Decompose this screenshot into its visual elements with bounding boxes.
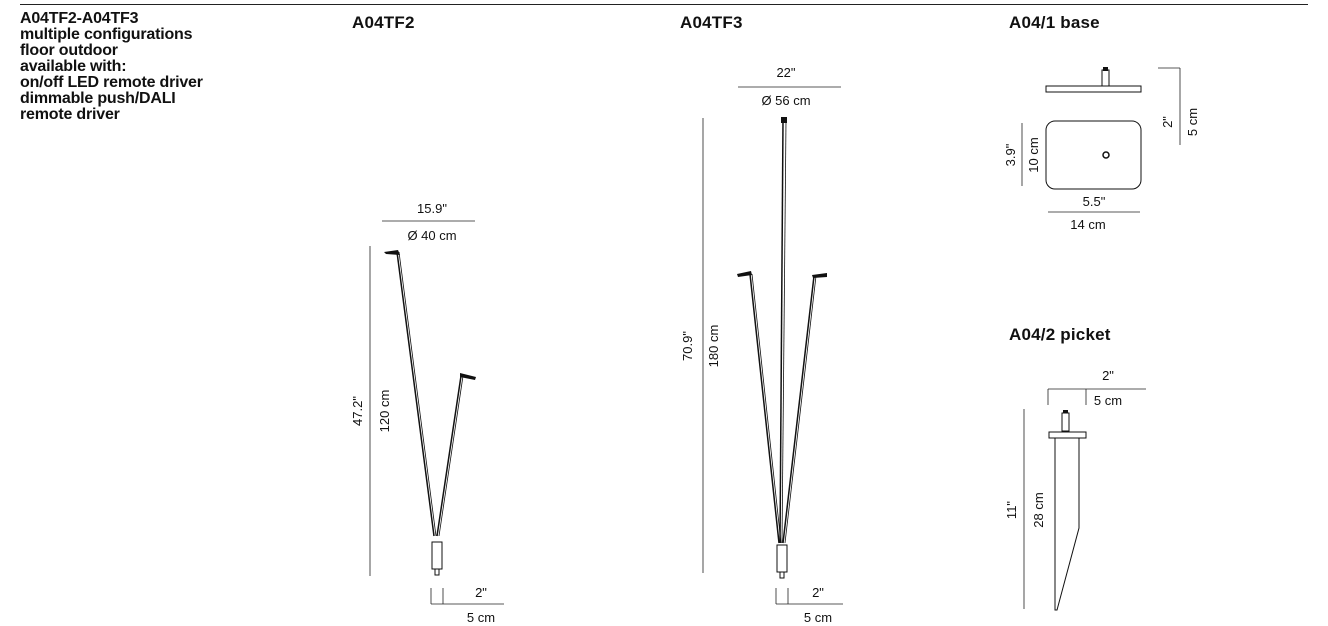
lamp-arm: [436, 375, 462, 537]
dimension-label: 5 cm: [1185, 108, 1200, 136]
dimension-label: 2": [1102, 368, 1114, 383]
a04tf2-title: A04TF2: [352, 13, 415, 32]
lamp-base-pin: [779, 571, 785, 579]
dimension-label: 5 cm: [467, 610, 495, 625]
dimension-label: 22": [776, 65, 795, 80]
dimension-label: 3.9": [1003, 143, 1018, 166]
description-line: remote driver: [20, 106, 120, 123]
base-side-stem: [1101, 69, 1110, 87]
description-line: available with:: [20, 58, 127, 75]
lamp-head: [384, 250, 400, 255]
dimension-label: 28 cm: [1031, 492, 1046, 527]
dimension-label: Ø 40 cm: [407, 228, 456, 243]
lamp-arm: [781, 120, 787, 544]
picket-drawing: 2" 5 cm 11" 28 cm: [1004, 368, 1146, 611]
dimension-label: 2": [812, 585, 824, 600]
lamp-base-pin: [434, 568, 440, 576]
lamp-head: [812, 273, 827, 278]
dimension-label: 5.5": [1083, 194, 1106, 209]
dimension-label: 5 cm: [1094, 393, 1122, 408]
lamp-head: [781, 117, 787, 123]
description-line: on/off LED remote driver: [20, 74, 203, 91]
dimension-label: 180 cm: [706, 325, 721, 368]
dimension-label: 120 cm: [377, 390, 392, 433]
lamp-base: [776, 544, 788, 573]
lamp-arm: [784, 275, 817, 544]
picket-flange: [1048, 431, 1087, 439]
base-side-stem-top: [1103, 67, 1108, 71]
a04tf2-drawing: 15.9" Ø 40 cm 47.2" 120 cm 2" 5 cm: [350, 201, 504, 625]
a04tf3-title: A04TF3: [680, 13, 743, 32]
product-description: A04TF2-A04TF3 multiple configurations fl…: [20, 11, 280, 123]
dimension-label: 47.2": [350, 396, 365, 426]
picket-stem-top: [1063, 410, 1068, 414]
base-side-plate: [1045, 85, 1142, 93]
picket-spike: [1054, 437, 1080, 611]
lamp-arm: [782, 275, 815, 544]
a04tf3-drawing: 22" Ø 56 cm 70.9" 180 cm 2" 5 cm: [680, 65, 843, 625]
description-line: floor outdoor: [20, 42, 118, 59]
dimension-label: 11": [1004, 501, 1019, 519]
dimension-label: 10 cm: [1026, 137, 1041, 172]
dimension-label: 5 cm: [804, 610, 832, 625]
dimension-label: 15.9": [417, 201, 447, 216]
dimension-label: 2": [1160, 116, 1175, 128]
header-rule: [20, 4, 1308, 5]
lamp-arm: [398, 251, 437, 537]
lamp-base: [431, 541, 443, 570]
dimension-label: Ø 56 cm: [761, 93, 810, 108]
picket-title: A04/2 picket: [1009, 325, 1111, 344]
lamp-arm: [438, 375, 464, 537]
base-top-plate: [1045, 120, 1142, 190]
product-code: A04TF2-A04TF3: [20, 10, 139, 27]
base-drawing: 2" 5 cm 3.9" 10 cm 5.5" 14 cm: [1003, 67, 1200, 232]
lamp-arm: [396, 251, 435, 537]
lamp-arm: [779, 120, 784, 544]
dimension-label: 2": [475, 585, 487, 600]
dimension-label: 14 cm: [1070, 217, 1105, 232]
picket-stem: [1061, 412, 1070, 432]
description-line: multiple configurations: [20, 26, 193, 43]
base-title: A04/1 base: [1009, 13, 1100, 32]
dimension-label: 70.9": [680, 331, 695, 361]
lamp-arm: [749, 273, 780, 544]
lamp-head: [460, 373, 476, 380]
base-top-hole: [1102, 151, 1110, 159]
lamp-head: [737, 271, 752, 277]
description-line: dimmable push/DALI: [20, 90, 176, 107]
lamp-arm: [751, 273, 782, 544]
